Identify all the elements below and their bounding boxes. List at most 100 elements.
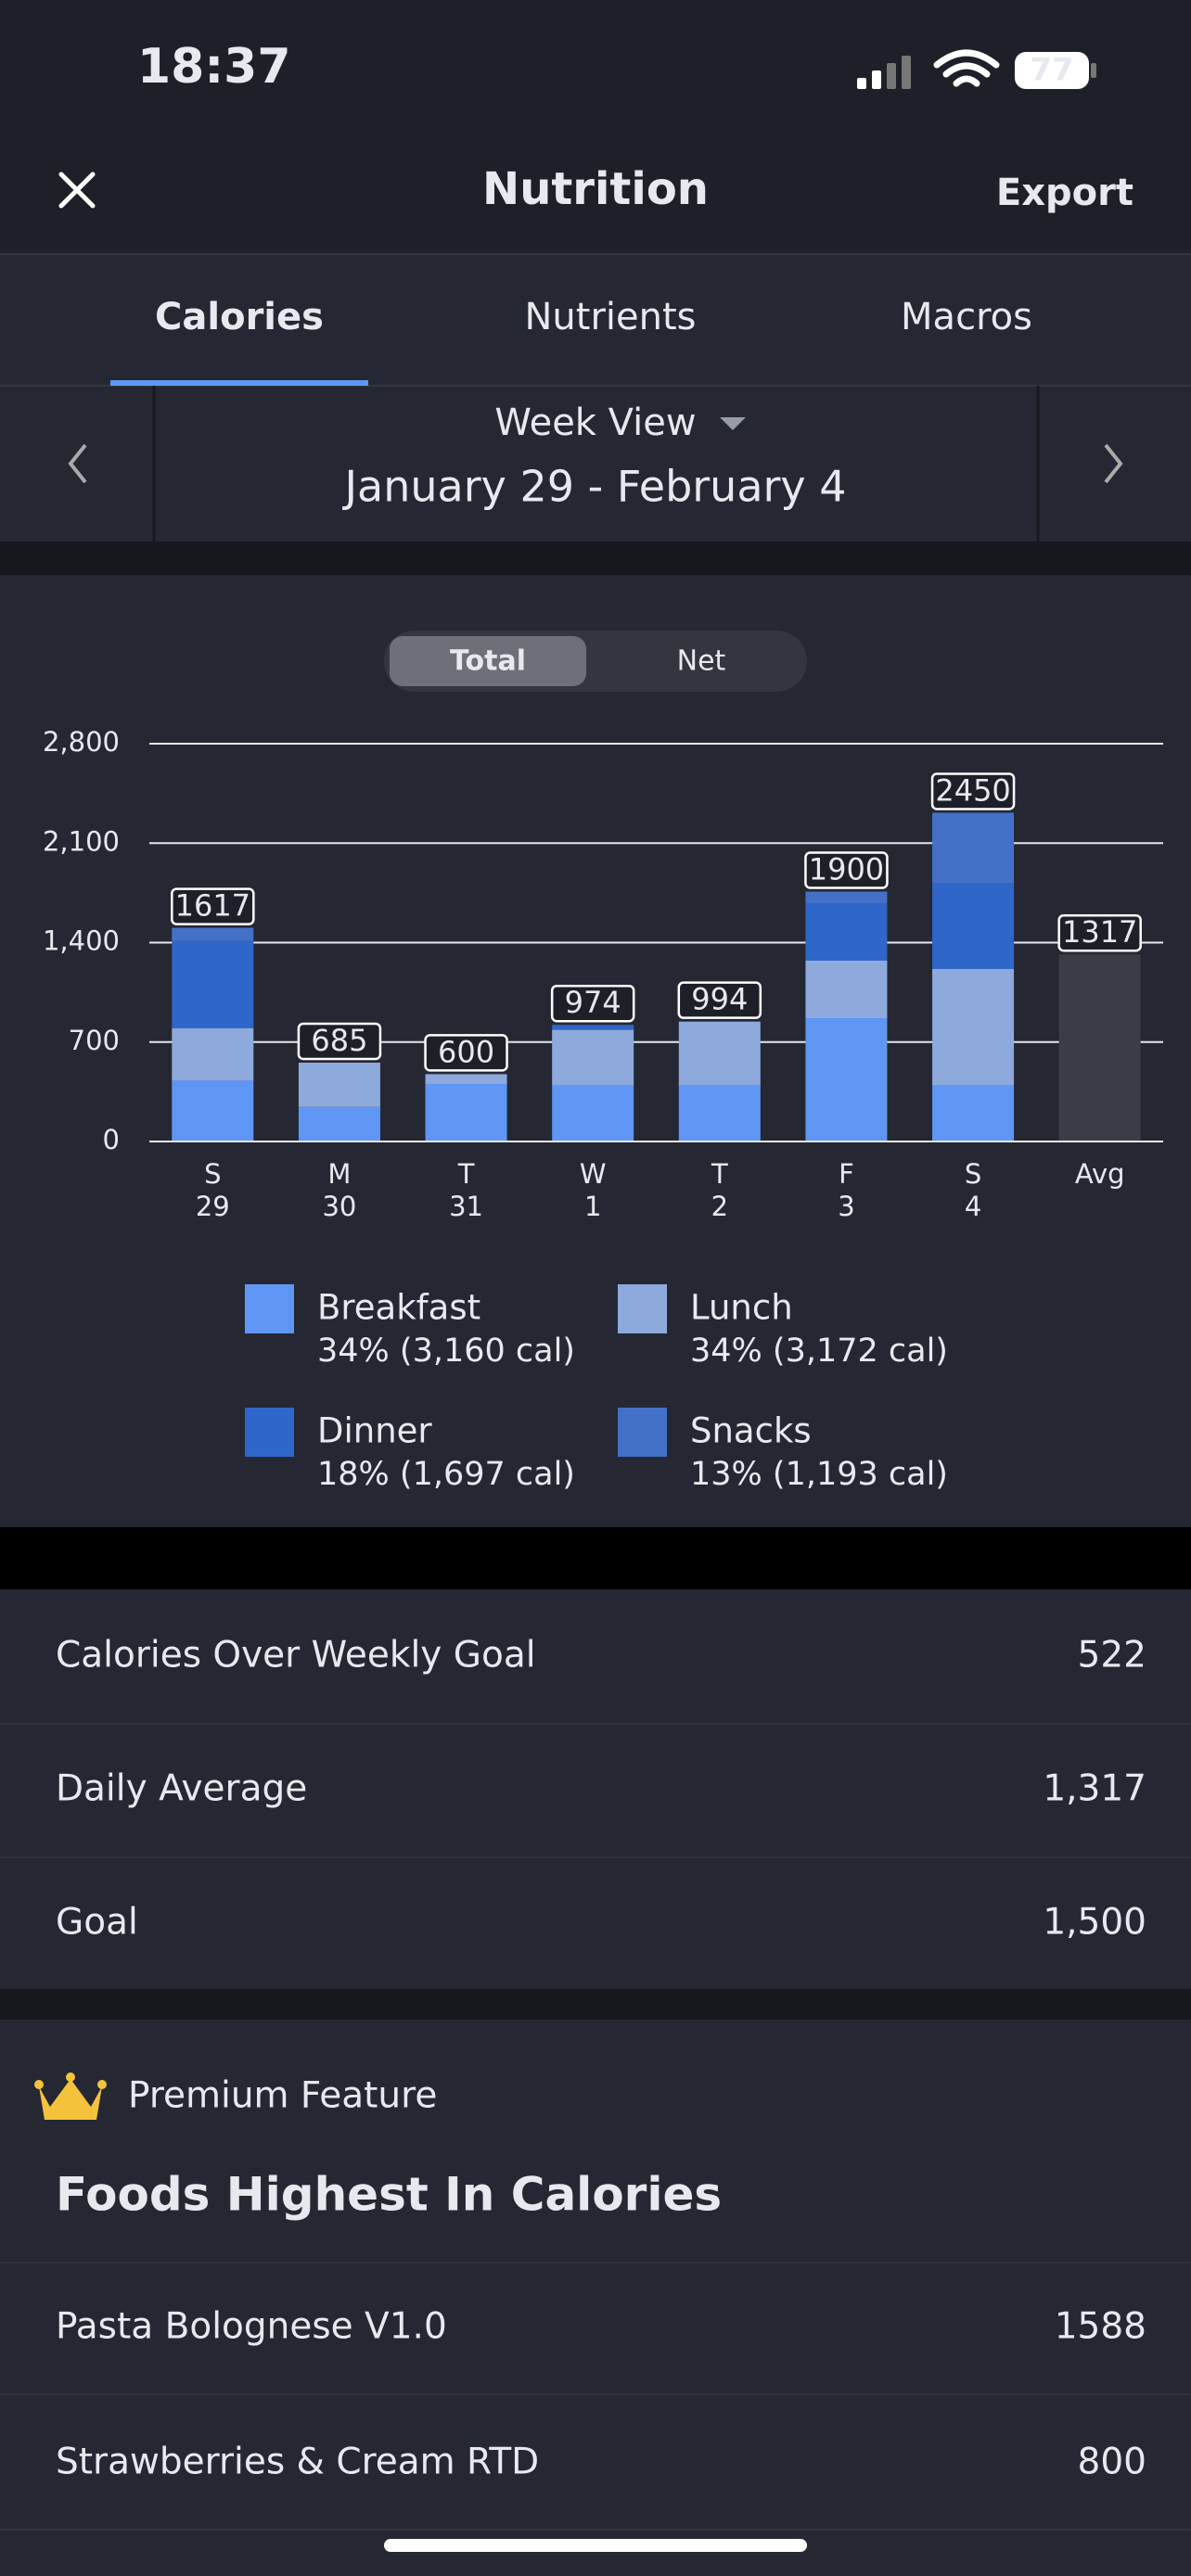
x-tick-label: M xyxy=(327,1158,351,1190)
crown-dot xyxy=(66,2072,75,2082)
summary-label: Goal xyxy=(56,1902,138,1944)
total-label-box xyxy=(804,851,889,889)
crown-dot xyxy=(34,2080,44,2089)
date-range: January 29 - February 4 xyxy=(341,462,846,512)
bar-segment xyxy=(425,1074,507,1084)
total-label-box xyxy=(677,981,762,1019)
summary-value: 522 xyxy=(1078,1635,1146,1677)
y-tick-label: 700 xyxy=(69,1025,120,1056)
summary-label: Calories Over Weekly Goal xyxy=(56,1635,536,1677)
total-label-box xyxy=(1057,913,1142,952)
total-label: 600 xyxy=(438,1034,494,1069)
chart: 07001,4002,1002,8001617S29685M30600T3197… xyxy=(43,726,1163,1493)
food-calories: 1588 xyxy=(1055,2306,1146,2348)
bar-segment xyxy=(678,1021,761,1086)
summary-value: 1,317 xyxy=(1043,1768,1146,1810)
bar-segment xyxy=(425,1083,507,1141)
total-label-box xyxy=(424,1034,508,1072)
wifi-icon xyxy=(933,49,1000,87)
x-tick-label: S xyxy=(965,1158,981,1190)
bar-segment xyxy=(172,1080,254,1141)
x-tick-label: W xyxy=(580,1158,607,1190)
legend-swatch xyxy=(618,1408,667,1457)
home-indicator xyxy=(384,2539,807,2552)
legend-swatch xyxy=(245,1408,294,1457)
legend-detail: 34% (3,160 cal) xyxy=(317,1333,575,1370)
y-tick-label: 2,100 xyxy=(43,825,120,857)
food-calories: 800 xyxy=(1078,2442,1146,2483)
x-tick-label: S xyxy=(204,1158,221,1190)
tab[interactable]: Calories xyxy=(155,296,324,338)
bar-segment xyxy=(932,968,1015,1086)
y-tick-label: 2,800 xyxy=(43,726,120,758)
legend-swatch xyxy=(618,1284,667,1333)
total-label: 2450 xyxy=(935,772,1010,808)
tab[interactable]: Macros xyxy=(901,296,1032,338)
tab[interactable]: Nutrients xyxy=(525,296,697,338)
y-tick-label: 1,400 xyxy=(43,925,120,957)
gap xyxy=(0,542,1191,575)
crown-icon xyxy=(39,2079,102,2120)
bar-segment xyxy=(172,1027,254,1081)
tab-underline xyxy=(110,380,368,386)
bar-segment xyxy=(552,1029,634,1086)
dropdown-arrow xyxy=(720,417,746,430)
total-label-box xyxy=(171,887,255,925)
view-selector[interactable]: Week View xyxy=(494,402,696,444)
average-bar xyxy=(1058,954,1141,1141)
prev-button[interactable] xyxy=(68,443,87,484)
x-tick-date: 2 xyxy=(711,1191,728,1222)
legend-detail: 13% (1,193 cal) xyxy=(690,1456,948,1493)
summary: Calories Over Weekly Goal 522 Daily Averag… xyxy=(0,1635,1191,1944)
total-label: 974 xyxy=(565,985,621,1020)
legend-label: Lunch xyxy=(690,1288,793,1328)
toggle-option[interactable]: Total xyxy=(450,645,526,678)
gap xyxy=(0,1989,1191,2020)
header-bg xyxy=(0,0,1191,254)
bar-segment xyxy=(932,812,1015,884)
signal-icon xyxy=(857,56,911,89)
x-tick-label: T xyxy=(711,1158,728,1190)
x-tick-date: 29 xyxy=(196,1191,230,1222)
battery-tip xyxy=(1091,63,1096,78)
summary-panel xyxy=(0,1589,1191,1989)
bar-segment xyxy=(805,891,888,903)
bar-segment xyxy=(805,1018,888,1141)
total-label: 685 xyxy=(311,1023,367,1058)
nav-title: Nutrition xyxy=(482,163,709,215)
total-label: 994 xyxy=(691,982,748,1017)
toggle-selected xyxy=(390,636,586,686)
total-label: 1317 xyxy=(1062,914,1137,950)
total-label: 1617 xyxy=(175,888,250,924)
food-name: Pasta Bolognese V1.0 xyxy=(56,2306,447,2348)
bar-segment xyxy=(298,1106,380,1141)
legend-label: Snacks xyxy=(690,1411,812,1451)
food-name: Strawberries & Cream RTD xyxy=(56,2442,539,2483)
premium-badge: Premium Feature xyxy=(128,2075,437,2117)
x-tick-label: Avg xyxy=(1075,1158,1125,1190)
export-button[interactable]: Export xyxy=(996,172,1133,214)
x-tick-date: 31 xyxy=(449,1191,483,1222)
x-tick-date: 30 xyxy=(322,1191,356,1222)
legend-detail: 18% (1,697 cal) xyxy=(317,1456,575,1493)
bar-segment xyxy=(172,927,254,941)
bar-segment xyxy=(552,1085,634,1141)
total-label: 1900 xyxy=(809,851,884,886)
next-button[interactable] xyxy=(1104,443,1123,484)
bar-segment xyxy=(932,1085,1015,1141)
legend-label: Dinner xyxy=(317,1411,432,1451)
bar-segment xyxy=(552,1025,634,1030)
y-tick-label: 0 xyxy=(103,1124,120,1155)
legend-swatch xyxy=(245,1284,294,1333)
clock: 18:37 xyxy=(137,39,291,95)
gap xyxy=(0,1527,1191,1589)
bar-segment xyxy=(172,940,254,1028)
total-label-box xyxy=(297,1022,382,1061)
total-label-box xyxy=(930,772,1016,810)
close-button[interactable] xyxy=(58,172,96,209)
x-tick-date: 3 xyxy=(838,1191,854,1222)
section-title: Foods Highest In Calories xyxy=(56,2168,722,2222)
bar-segment xyxy=(932,883,1015,969)
toggle-option[interactable]: Net xyxy=(677,645,726,678)
